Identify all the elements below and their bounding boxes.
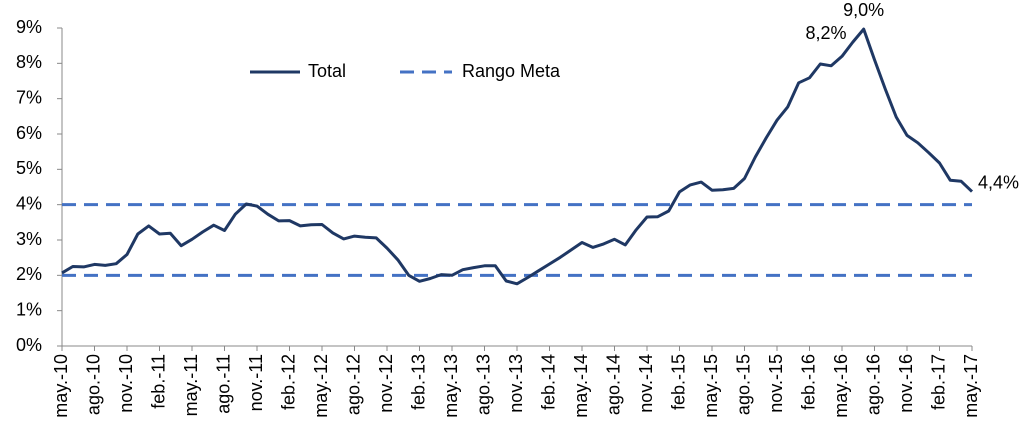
- x-tick-label: may.-12: [311, 354, 331, 418]
- legend-label: Total: [308, 61, 346, 81]
- y-tick-label: 9%: [16, 17, 42, 37]
- series-line: [61, 27, 974, 286]
- x-tick-label: ago.-11: [213, 354, 233, 414]
- x-tick-label: feb.-17: [928, 354, 948, 410]
- y-tick-label: 4%: [16, 193, 42, 213]
- y-tick-label: 7%: [16, 87, 42, 107]
- data-label: 9,0%: [843, 0, 884, 20]
- data-label: 8,2%: [805, 23, 846, 43]
- x-tick-label: feb.-15: [668, 354, 688, 410]
- x-tick-label: may.-13: [441, 354, 461, 418]
- y-tick-label: 3%: [16, 229, 42, 249]
- x-tick-label: may.-14: [571, 354, 591, 418]
- x-tick-label: may.-17: [961, 354, 981, 418]
- x-tick-label: ago.-13: [473, 354, 493, 415]
- x-tick-label: feb.-12: [278, 354, 298, 410]
- x-tick-label: nov.-10: [116, 354, 136, 413]
- data-label: 4,4%: [978, 172, 1019, 192]
- x-tick-label: nov.-14: [636, 354, 656, 413]
- y-tick-label: 0%: [16, 335, 42, 355]
- x-tick-label: ago.-12: [343, 354, 363, 415]
- y-tick-label: 8%: [16, 52, 42, 72]
- x-tick-label: nov.-15: [766, 354, 786, 413]
- x-tick-label: feb.-16: [798, 354, 818, 410]
- x-tick-label: ago.-10: [83, 354, 103, 415]
- x-tick-label: ago.-14: [603, 354, 623, 415]
- x-tick-label: nov.-12: [376, 354, 396, 413]
- x-tick-label: may.-16: [831, 354, 851, 418]
- x-tick-label: feb.-14: [538, 354, 558, 410]
- x-tick-label: nov.-11: [246, 354, 266, 411]
- x-tick-label: may.-15: [701, 354, 721, 418]
- x-tick-label: feb.-11: [148, 354, 168, 409]
- x-tick-label: ago.-16: [863, 354, 883, 415]
- x-tick-label: may.-10: [51, 354, 71, 418]
- y-tick-label: 5%: [16, 158, 42, 178]
- x-tick-label: feb.-13: [408, 354, 428, 410]
- x-tick-label: nov.-16: [896, 354, 916, 413]
- legend-label: Rango Meta: [462, 61, 561, 81]
- x-tick-label: may.-11: [181, 354, 201, 416]
- y-tick-label: 6%: [16, 123, 42, 143]
- y-tick-label: 1%: [16, 299, 42, 319]
- x-tick-label: ago.-15: [733, 354, 753, 415]
- y-tick-label: 2%: [16, 264, 42, 284]
- x-tick-label: nov.-13: [506, 354, 526, 413]
